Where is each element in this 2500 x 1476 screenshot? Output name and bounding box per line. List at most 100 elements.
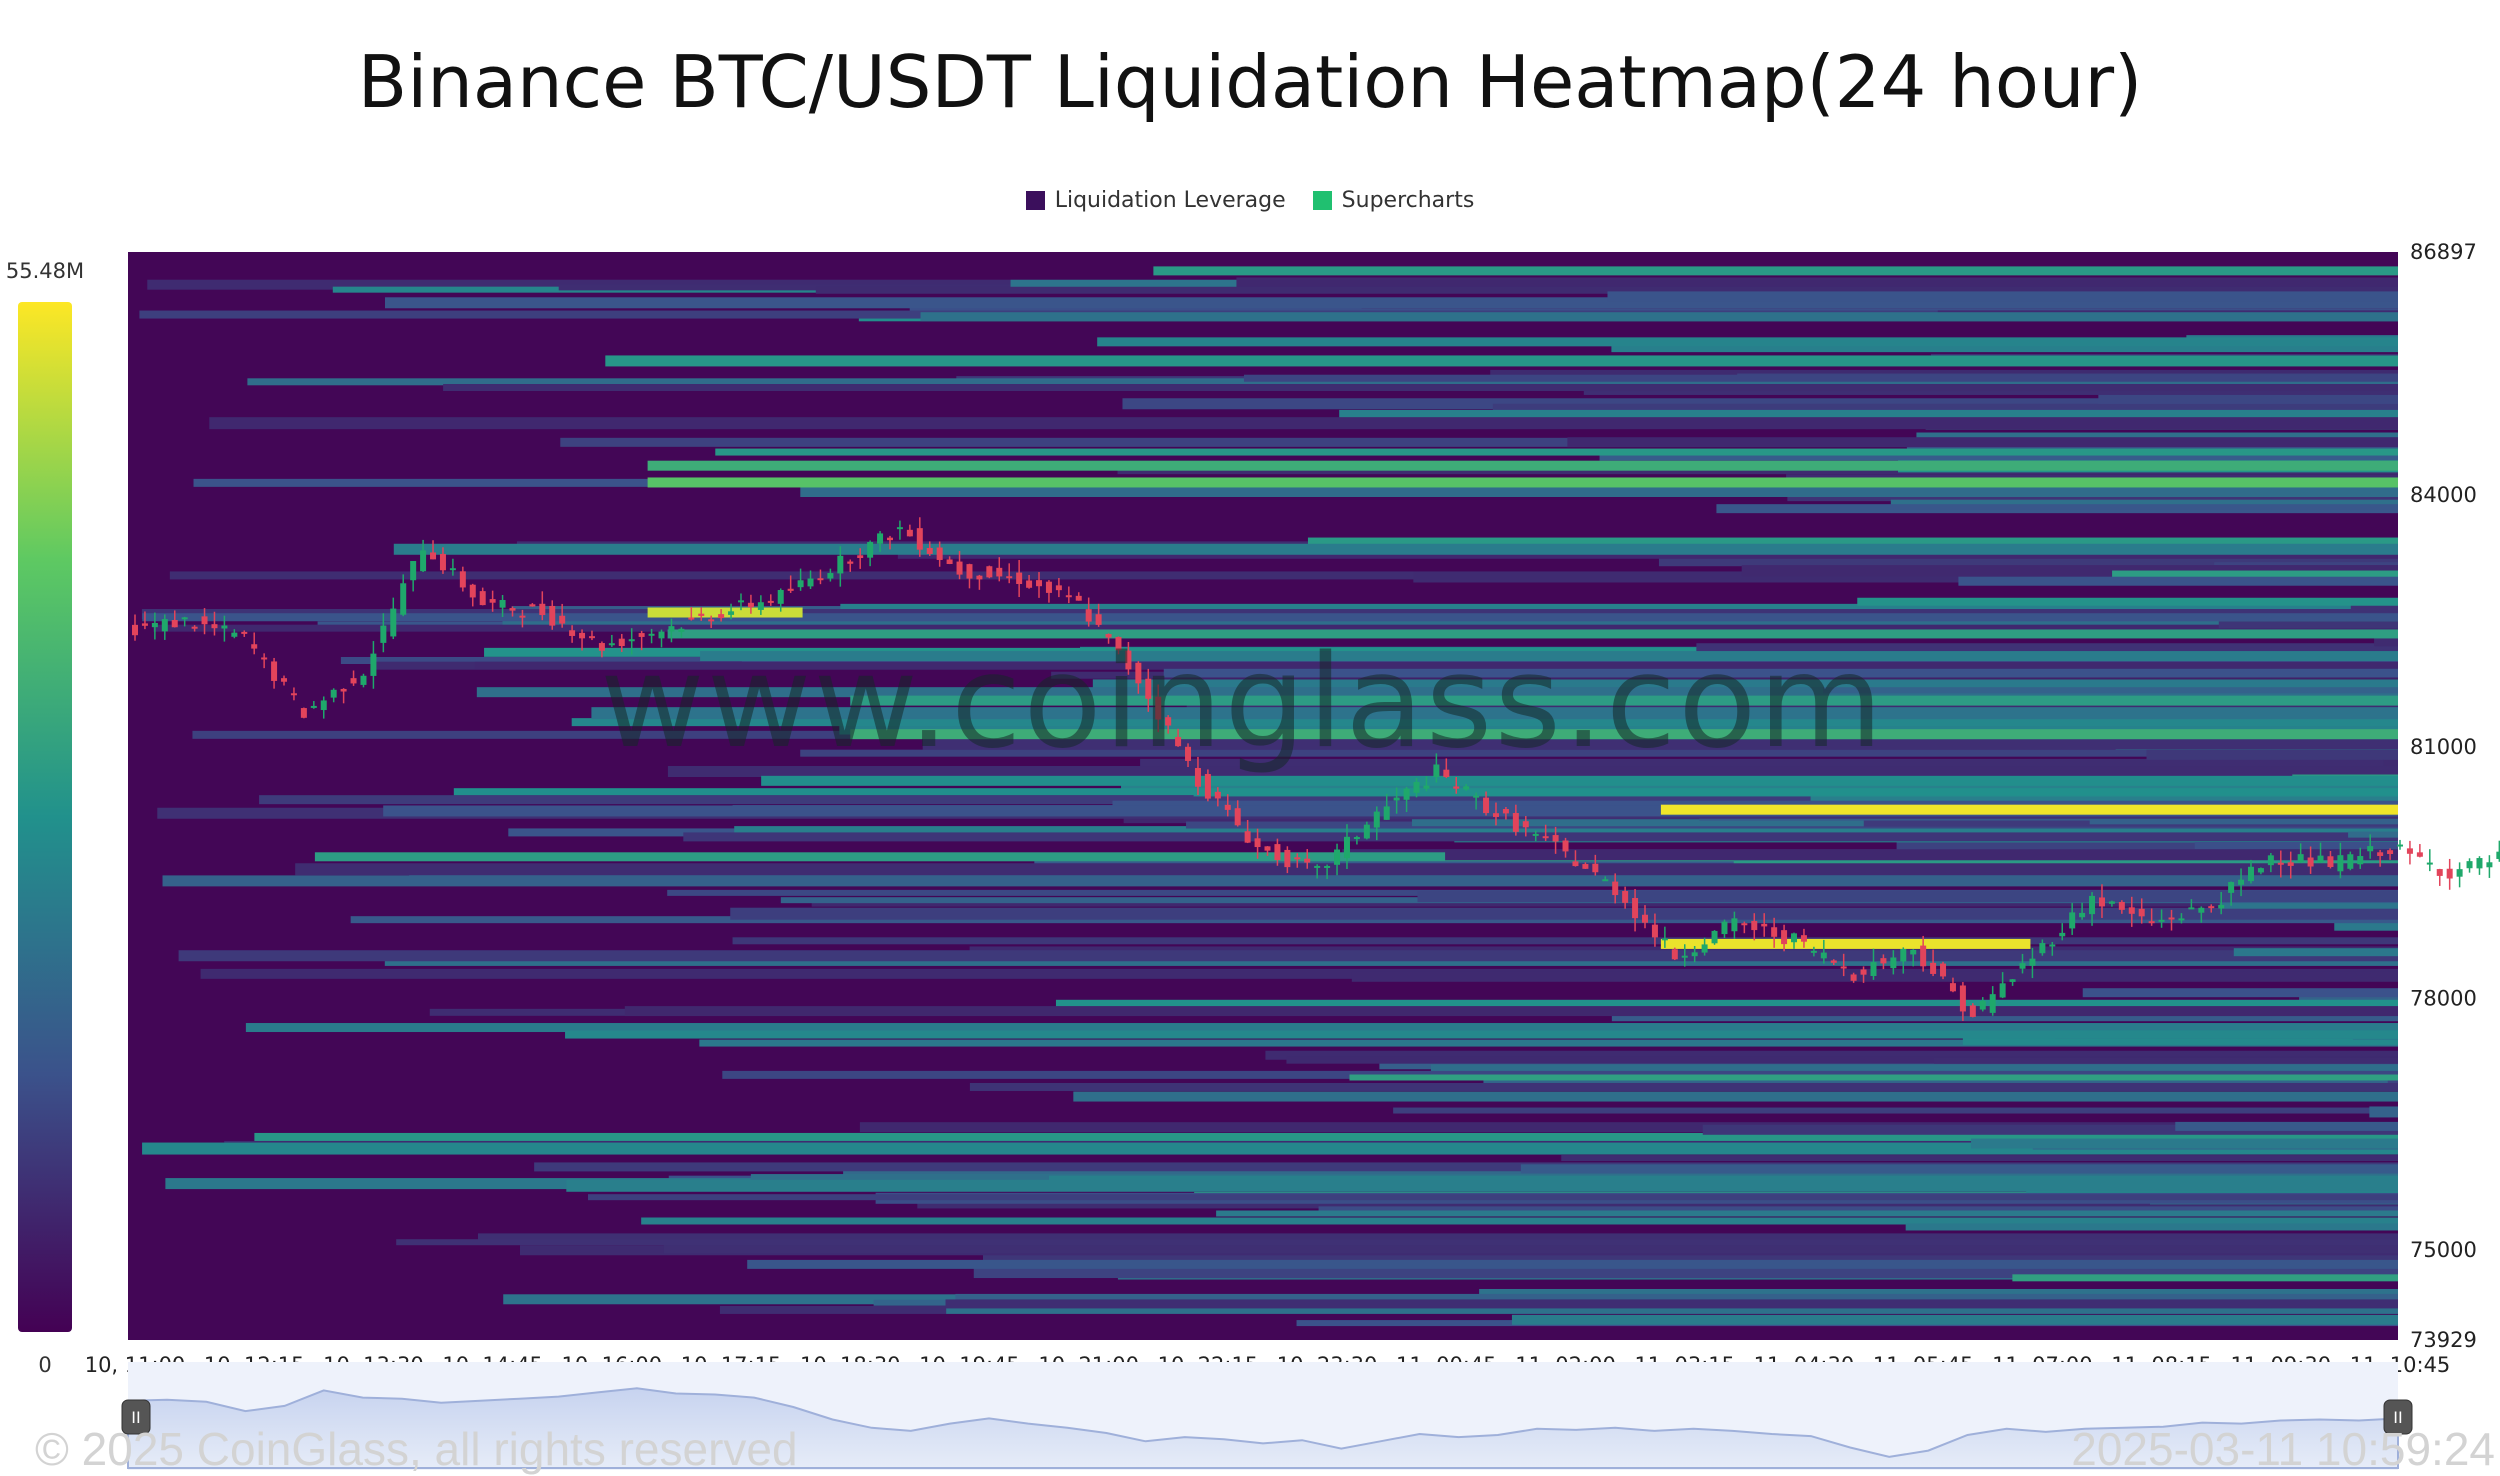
candle-body [976, 575, 983, 580]
candle-body [1185, 746, 1192, 761]
candle-body [2118, 901, 2125, 910]
liquidation-band [566, 1179, 2398, 1192]
candle-body [290, 693, 297, 696]
liquidation-band [259, 795, 2398, 805]
candle-body [2148, 921, 2155, 924]
candle-body [2059, 932, 2066, 937]
candle-body [1999, 983, 2006, 998]
candle-body [1910, 949, 1917, 955]
candle-body [588, 636, 595, 639]
liquidation-band [162, 875, 2399, 887]
liquidation-band [2233, 948, 2398, 957]
liquidation-band [909, 305, 2398, 315]
candle-body [1433, 764, 1440, 778]
liquidation-band [1097, 337, 2398, 347]
candle-body [1989, 994, 1996, 1013]
candle-body [817, 578, 824, 581]
candle-body [728, 611, 735, 615]
candle-body [1334, 849, 1341, 865]
y-tick-label: 84000 [2410, 483, 2477, 507]
candle-body [2277, 862, 2284, 865]
liquidation-band [1611, 342, 2398, 353]
candle-body [1642, 914, 1648, 923]
liquidation-band [946, 1307, 2399, 1314]
candle-body [896, 527, 903, 530]
liquidation-band [502, 619, 2398, 627]
liquidation-band [1055, 999, 2398, 1010]
candle-body [1413, 781, 1420, 793]
liquidation-band [534, 1162, 2399, 1172]
candle-body [1294, 857, 1301, 860]
candle-body [2426, 862, 2433, 865]
liquidation-band [761, 775, 2399, 786]
liquidation-band [1236, 277, 2398, 289]
liquidation-band [1092, 679, 2398, 690]
candle-body [1006, 576, 1013, 579]
legend: Liquidation Leverage Supercharts [0, 188, 2500, 216]
liquidation-band [955, 1293, 2398, 1302]
range-handle-right[interactable]: II [2383, 1399, 2413, 1435]
candle-body [489, 599, 496, 603]
candle-body [1363, 824, 1370, 839]
candle-body [708, 619, 715, 622]
candle-body [1522, 821, 1529, 828]
liquidation-band [800, 749, 2398, 757]
legend-item-supercharts[interactable]: Supercharts [1312, 188, 1474, 213]
liquidation-band [245, 1023, 2399, 1033]
candle-body [2218, 904, 2225, 909]
liquidation-band [605, 355, 2398, 367]
candle-body [847, 561, 854, 564]
candle-body [1781, 930, 1788, 945]
liquidation-band [641, 1217, 2399, 1225]
chart-title: Binance BTC/USDT Liquidation Heatmap(24 … [357, 40, 2143, 124]
candle-body [2377, 852, 2384, 856]
candle-body [827, 573, 834, 579]
candle-body [638, 633, 645, 637]
liquidation-band [1483, 1079, 2398, 1087]
range-handle-left[interactable]: II [121, 1399, 151, 1435]
candle-body [2049, 944, 2056, 947]
liquidation-band-highlight [850, 729, 2398, 740]
candle-body [2198, 907, 2205, 913]
candle-body [996, 567, 1003, 577]
candle-body [310, 705, 317, 708]
candle-body [2406, 848, 2413, 854]
candle-body [2287, 862, 2294, 866]
liquidation-band [178, 950, 2399, 962]
liquidation-band [945, 1299, 2398, 1309]
candle-body [509, 608, 516, 611]
liquidation-band [2218, 621, 2398, 629]
candle-body [867, 542, 874, 558]
candle-body [2158, 919, 2165, 922]
liquidation-band [384, 958, 2398, 966]
candle-body [797, 580, 804, 588]
candle-body [2267, 855, 2274, 866]
candle-body [1373, 811, 1380, 828]
candle-body [986, 566, 993, 578]
y-tick-label: 81000 [2410, 735, 2477, 759]
liquidation-band [474, 661, 2398, 669]
candle-body [1840, 966, 1847, 969]
candle-body [807, 578, 814, 587]
legend-item-liquidation-leverage[interactable]: Liquidation Leverage [1025, 188, 1286, 213]
candle-body [2208, 906, 2215, 909]
candle-body [1761, 923, 1768, 927]
legend-label-liquidation-leverage: Liquidation Leverage [1054, 188, 1286, 213]
liquidation-band-highlight [647, 477, 2399, 488]
liquidation-band [2082, 988, 2398, 998]
liquidation-band [2098, 392, 2398, 404]
liquidation-band [169, 571, 2398, 580]
y-tick-label: 75000 [2410, 1238, 2477, 1262]
candle-body [2416, 852, 2423, 857]
candle-body [1820, 952, 1827, 959]
candle-body [251, 644, 258, 649]
candle-body [1314, 865, 1321, 868]
candle-body [340, 688, 347, 692]
candle-body [1453, 786, 1460, 789]
liquidation-band [314, 852, 2398, 862]
candle-body [221, 625, 228, 629]
candle-body [1572, 861, 1579, 867]
candle-body [1224, 804, 1231, 810]
candle-body [1403, 788, 1410, 800]
